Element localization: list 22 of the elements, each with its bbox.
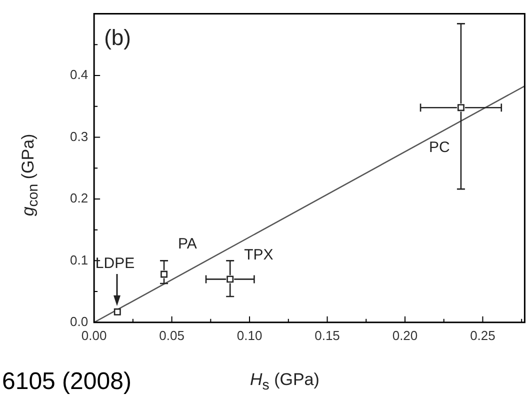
- text: 6105 (2008): [2, 368, 132, 396]
- x-tick-label: 0.20: [392, 328, 418, 343]
- x-tick-label: 0.15: [314, 328, 340, 343]
- point: [114, 308, 121, 316]
- y-tick-label: 0.3: [70, 128, 88, 144]
- x-tick-label: 0.00: [81, 328, 107, 343]
- x-tick-label: 0.25: [470, 328, 496, 343]
- point: [160, 270, 168, 278]
- y-tick-label: 0.4: [70, 67, 88, 82]
- annotation: TPX: [244, 246, 274, 264]
- point: [226, 276, 234, 283]
- x-tick-label: 0.05: [159, 328, 184, 343]
- annotation: PC: [428, 138, 450, 156]
- annotation: PA: [178, 235, 197, 252]
- x-axis-title: H$_{s}$ (GPa): [250, 370, 320, 394]
- y-tick-label: 0.0: [70, 314, 88, 329]
- annotation: (b): [104, 24, 131, 50]
- point: [457, 104, 464, 112]
- y-tick-label: 0.1: [70, 252, 88, 268]
- x-tick-label: 0.10: [236, 328, 262, 343]
- y-tick-label: 0.2: [70, 190, 88, 206]
- annotation: LDPE: [95, 255, 135, 272]
